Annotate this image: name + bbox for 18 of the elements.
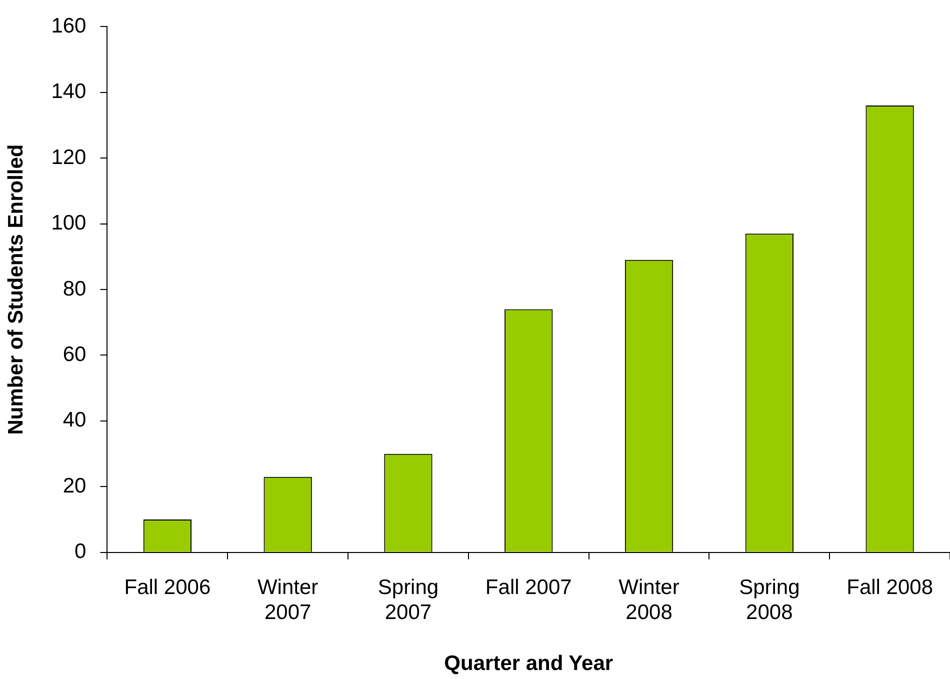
y-axis-title: Number of Students Enrolled [4, 144, 28, 435]
y-tick-label: 20 [62, 474, 86, 498]
x-tick-label: Fall 2007 [485, 576, 572, 599]
y-tick-label: 40 [62, 408, 86, 432]
y-tick-label: 160 [51, 14, 86, 38]
y-tick-label: 0 [74, 540, 86, 564]
x-tick-label: Fall 2006 [124, 576, 211, 599]
x-tick-label: Fall 2008 [846, 576, 933, 599]
x-axis-title: Quarter and Year [444, 652, 614, 676]
x-tick-label: Spring 2008 [739, 576, 800, 624]
y-tick-label: 80 [62, 277, 86, 300]
x-tick-label: Winter 2008 [618, 576, 680, 624]
y-tick-label: 120 [51, 146, 86, 169]
x-tick-label: Spring 2007 [378, 576, 439, 624]
y-tick-label: 140 [51, 80, 86, 104]
x-tick-label: Winter 2007 [257, 576, 318, 624]
y-tick-label: 60 [62, 343, 86, 366]
y-tick-label: 100 [51, 212, 86, 235]
